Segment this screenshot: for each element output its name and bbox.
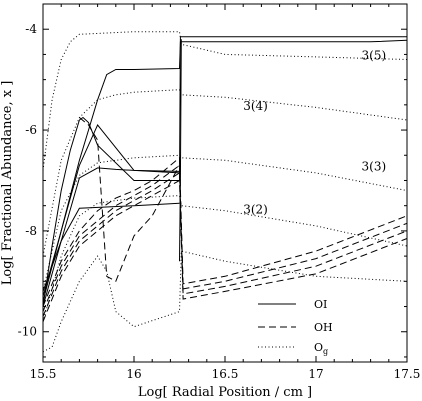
y-tick-label: -4 — [25, 22, 37, 36]
y-tick-label: -10 — [18, 325, 37, 339]
legend-label-og-main: O — [314, 341, 323, 354]
series-line-dotted-11 — [42, 31, 408, 171]
y-tick-label: -8 — [25, 224, 37, 238]
series-line-dashed-9 — [42, 179, 408, 322]
x-tick-label: 15.5 — [30, 367, 57, 381]
series-line-solid-1 — [42, 39, 408, 297]
x-axis-label: Log[ Radial Position / cm ] — [138, 385, 312, 400]
annotation-3-2: 3(2) — [243, 202, 268, 216]
annotation-3-5: 3(5) — [362, 48, 387, 62]
series-line-dotted-15 — [42, 250, 408, 353]
series-line-dotted-13 — [42, 154, 408, 292]
series-line-dotted-12 — [42, 89, 408, 257]
annotation-layer: 3(5) 3(4) 3(3) 3(2) — [243, 48, 386, 216]
annotation-3-3: 3(3) — [362, 159, 387, 173]
series-line-dashed-6 — [42, 156, 408, 307]
x-tick-label: 16.5 — [212, 367, 239, 381]
series-line-dashed-8 — [42, 171, 408, 317]
plot-frame — [42, 3, 408, 363]
legend-label-og-sub: g — [323, 347, 328, 356]
x-tick-label: 17.5 — [394, 367, 421, 381]
series-layer — [42, 31, 408, 353]
x-tick-label: 16 — [126, 367, 141, 381]
y-tick-label: -6 — [25, 123, 37, 137]
series-line-dotted-14 — [42, 195, 408, 322]
legend: OI OH Og — [258, 298, 333, 356]
series-line-solid-0 — [42, 36, 407, 307]
x-tick-label: 17 — [308, 367, 323, 381]
y-axis-label: Log[ Fractional Abundance, x ] — [0, 81, 15, 286]
series-line-solid-4 — [42, 202, 180, 292]
ticks-layer: 15.5 16 16.5 17 17.5 -4 -6 -8 -10 — [18, 4, 421, 381]
legend-label-og: Og — [314, 341, 328, 356]
series-line-dashed-7 — [42, 164, 408, 312]
legend-label-oh: OH — [314, 321, 333, 334]
legend-label-oi: OI — [314, 298, 327, 311]
annotation-3-4: 3(4) — [243, 99, 268, 113]
series-line-solid-2 — [42, 124, 180, 302]
series-line-dashed-10 — [79, 117, 180, 283]
